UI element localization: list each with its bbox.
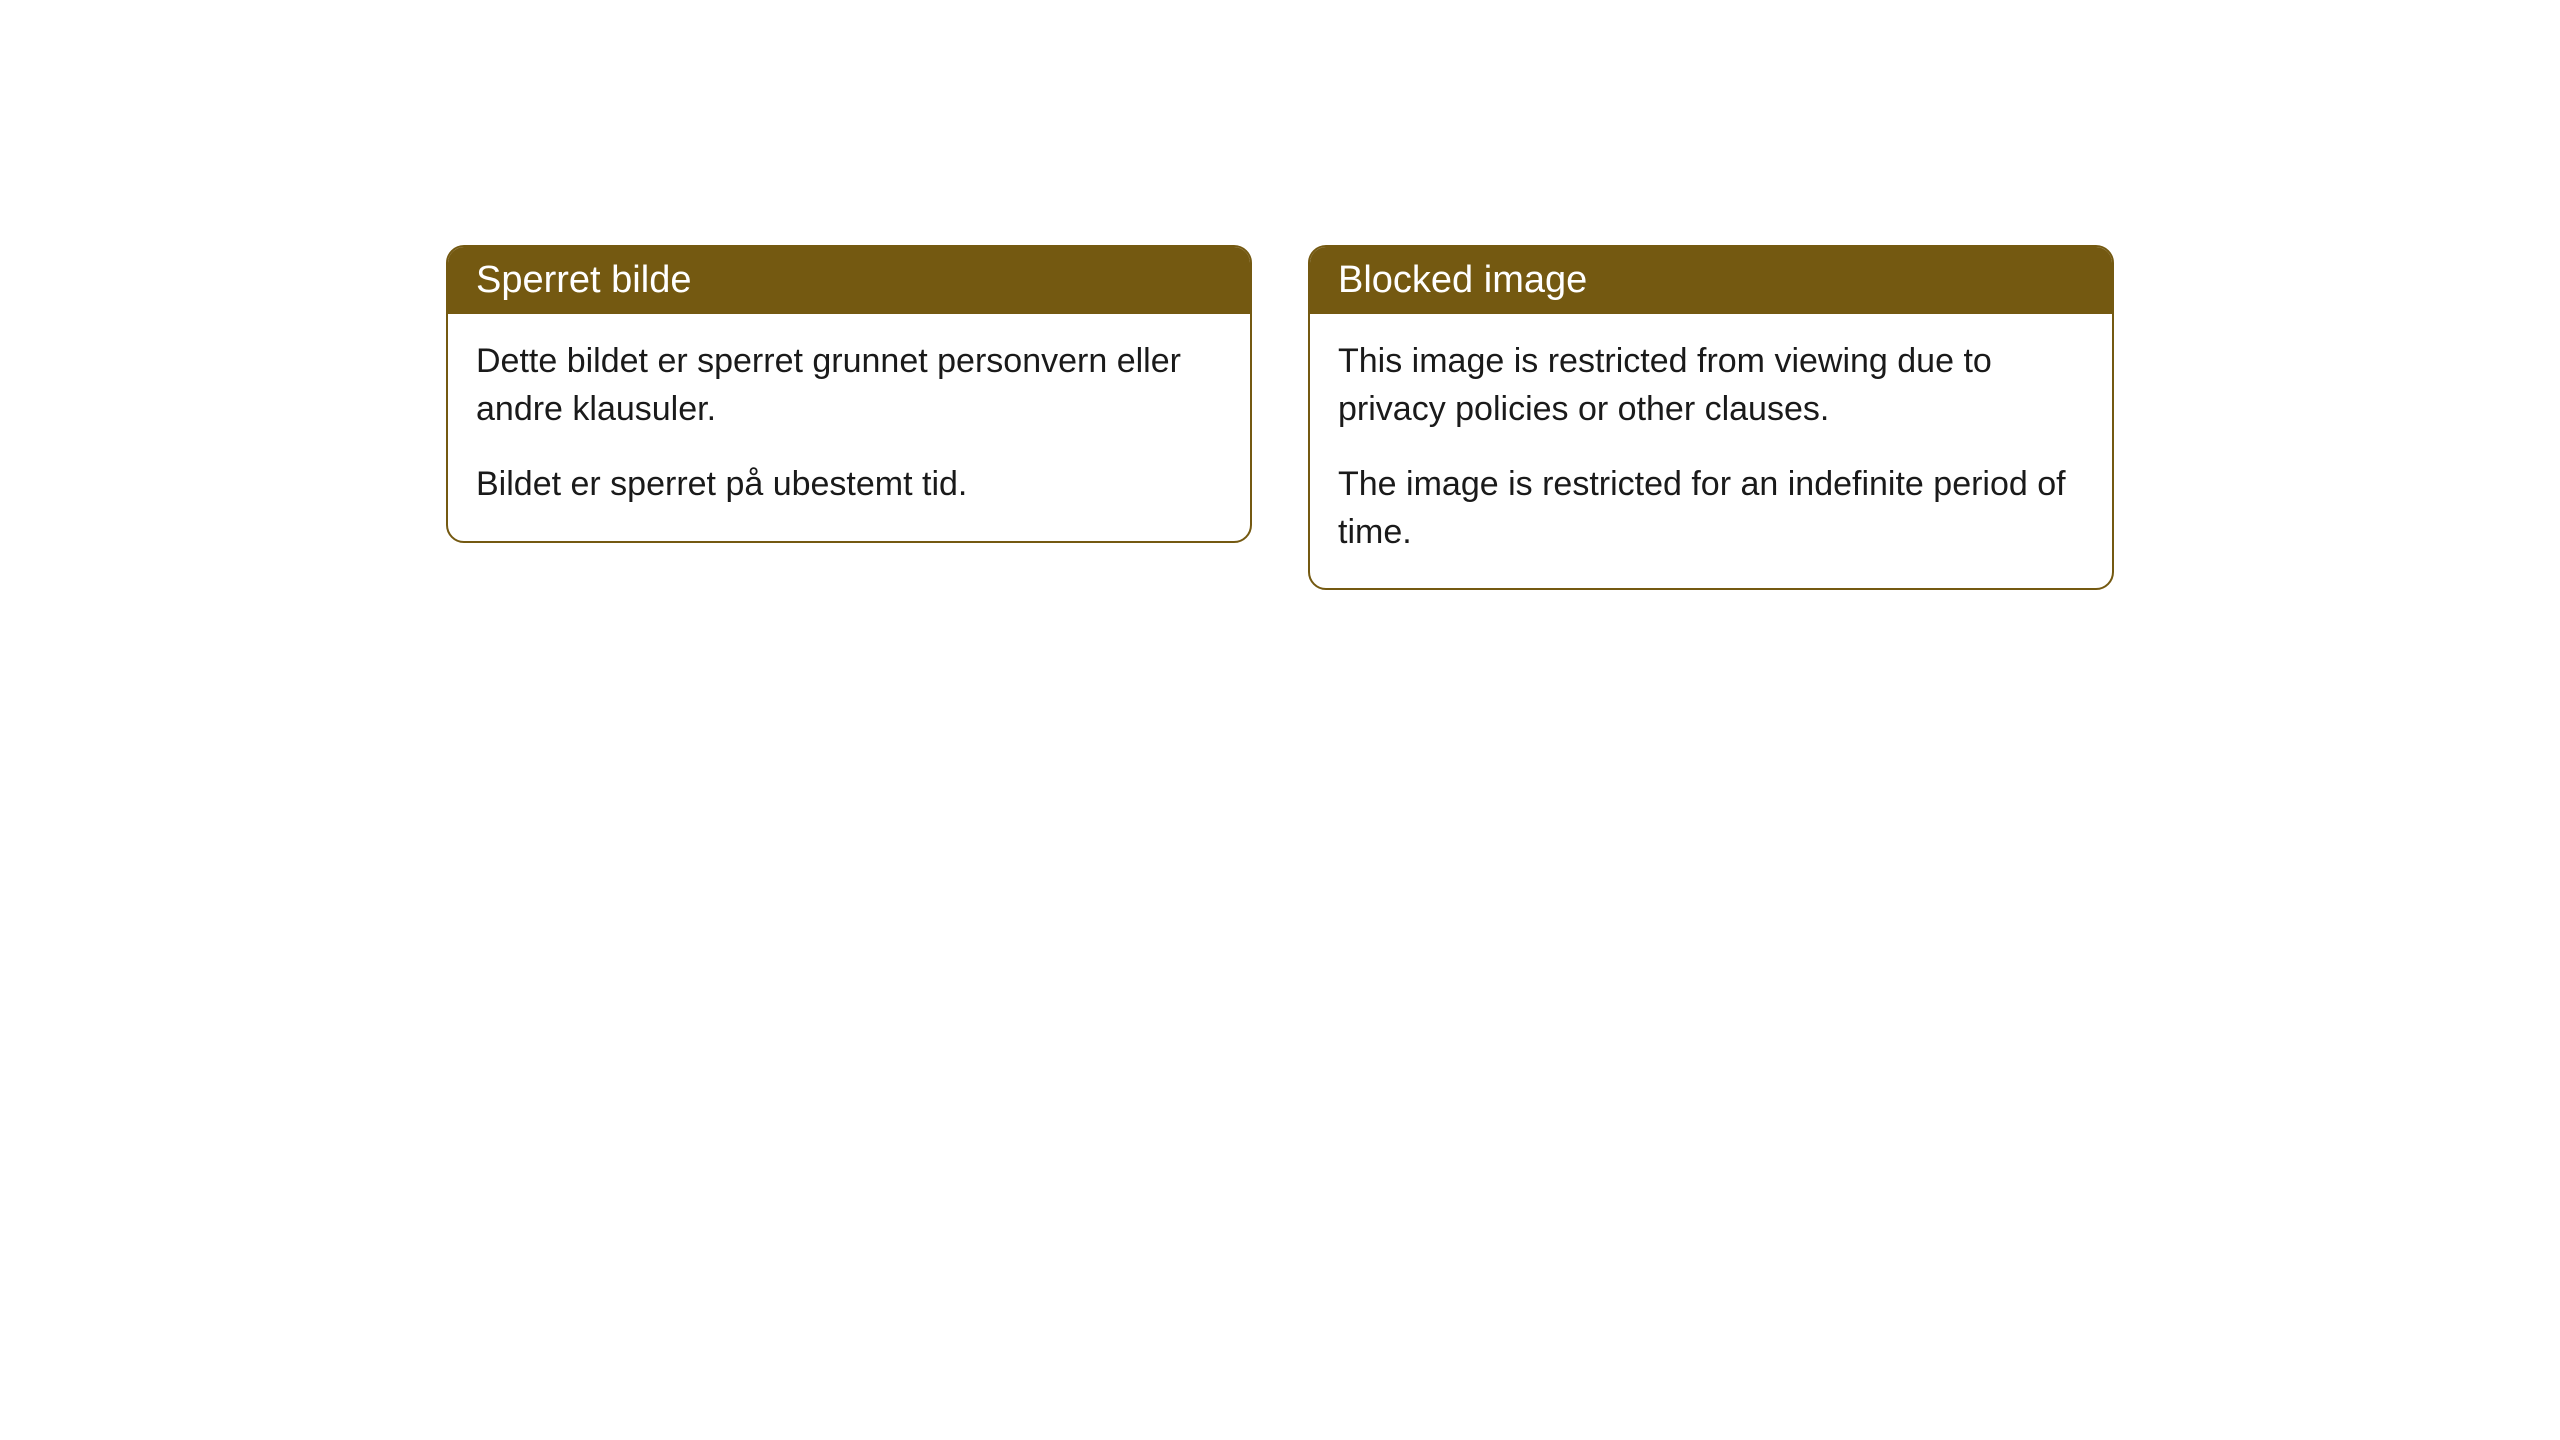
card-header: Blocked image [1310, 247, 2112, 314]
card-body: Dette bildet er sperret grunnet personve… [448, 314, 1250, 541]
cards-container: Sperret bilde Dette bildet er sperret gr… [446, 245, 2114, 1440]
card-title: Blocked image [1338, 259, 1587, 301]
card-header: Sperret bilde [448, 247, 1250, 314]
card-paragraph: Dette bildet er sperret grunnet personve… [476, 338, 1222, 433]
blocked-image-card-english: Blocked image This image is restricted f… [1308, 245, 2114, 590]
card-body: This image is restricted from viewing du… [1310, 314, 2112, 588]
blocked-image-card-norwegian: Sperret bilde Dette bildet er sperret gr… [446, 245, 1252, 543]
card-paragraph: Bildet er sperret på ubestemt tid. [476, 461, 1222, 509]
card-paragraph: This image is restricted from viewing du… [1338, 338, 2084, 433]
card-title: Sperret bilde [476, 259, 691, 301]
card-paragraph: The image is restricted for an indefinit… [1338, 461, 2084, 556]
